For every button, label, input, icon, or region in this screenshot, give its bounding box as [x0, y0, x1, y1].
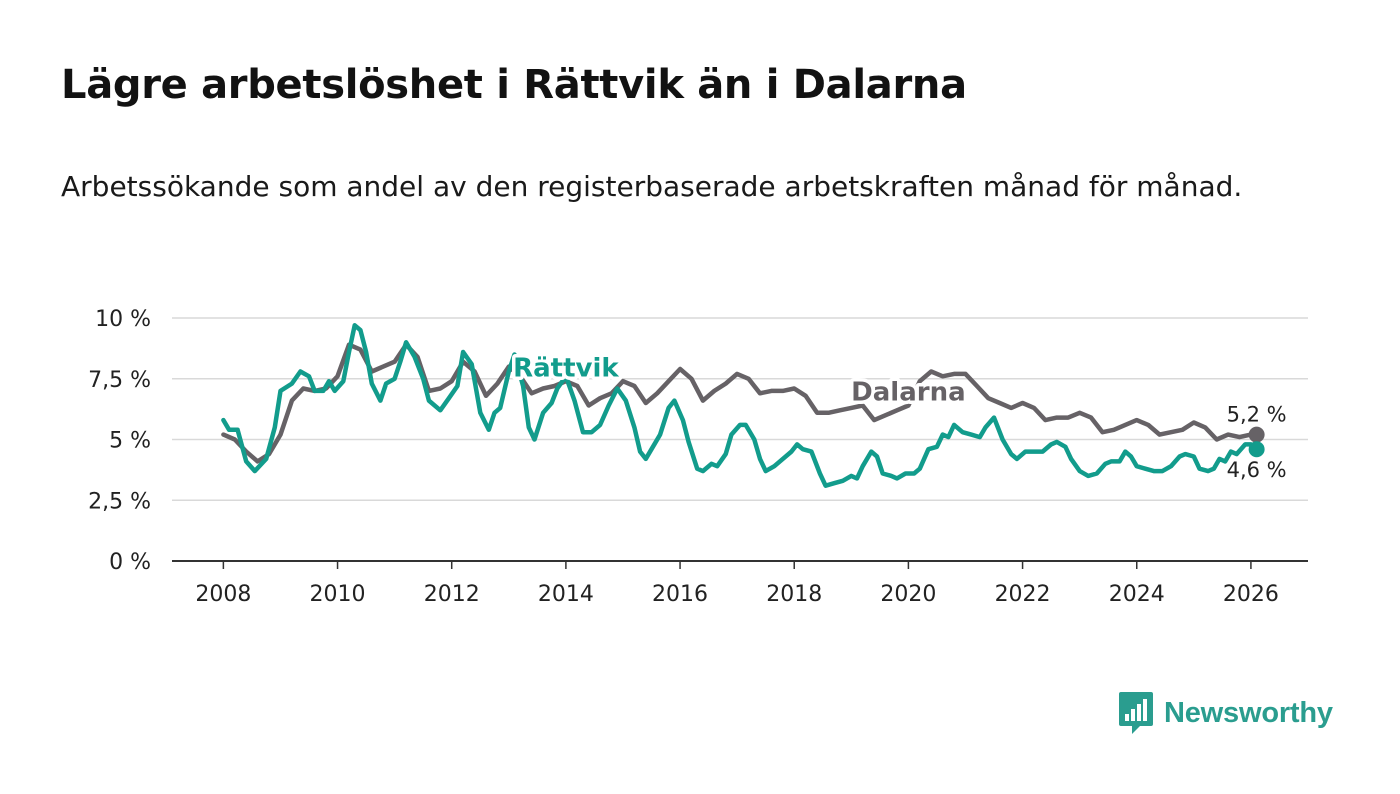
x-tick-label: 2024	[1109, 582, 1165, 607]
x-tick-label: 2026	[1223, 582, 1279, 607]
x-tick-label: 2022	[995, 582, 1051, 607]
series-label-rattvik: Rättvik	[513, 353, 619, 383]
end-value-label: 5,2 %	[1227, 403, 1287, 427]
x-axis: 2008 2010 2012 2014 2016 2018 2020 2022 2024 2026	[172, 560, 1308, 607]
grid-lines	[172, 317, 1308, 501]
end-point	[1248, 441, 1265, 458]
y-axis: 0 % 2,5 % 5 % 7,5 % 10 %	[88, 307, 151, 575]
x-tick-label: 2012	[424, 582, 480, 607]
y-tick-label: 7,5 %	[88, 368, 151, 393]
x-tick-label: 2016	[652, 582, 708, 607]
series-line-rattvik	[221, 323, 1259, 488]
series-line-dalarna	[221, 342, 1259, 464]
y-tick-label: 10 %	[95, 307, 151, 332]
x-tick-label: 2014	[538, 582, 594, 607]
y-tick-label: 2,5 %	[88, 489, 151, 514]
chart-subtitle: Arbetssökande som andel av den registerb…	[61, 170, 1243, 203]
series-label-dalarna: Dalarna	[851, 378, 965, 408]
logo-text: Newsworthy	[1164, 696, 1333, 729]
series-annotations: Rättvik Dalarna	[510, 350, 970, 411]
y-tick-label: 0 %	[109, 550, 151, 575]
chart-title: Lägre arbetslöshet i Rättvik än i Dalarn…	[61, 62, 967, 108]
series-lines	[221, 323, 1259, 488]
x-tick-label: 2020	[880, 582, 936, 607]
end-value-label: 4,6 %	[1227, 458, 1287, 482]
end-point	[1248, 426, 1265, 443]
x-tick-label: 2008	[195, 582, 251, 607]
bar-chart-speech-bubble-icon	[1119, 692, 1153, 734]
newsworthy-logo[interactable]: Newsworthy	[1118, 690, 1333, 736]
end-value-labels: 5,2 % 4,6 %	[1224, 400, 1289, 485]
x-tick-label: 2010	[310, 582, 366, 607]
y-tick-label: 5 %	[109, 429, 151, 454]
x-tick-label: 2018	[766, 582, 822, 607]
